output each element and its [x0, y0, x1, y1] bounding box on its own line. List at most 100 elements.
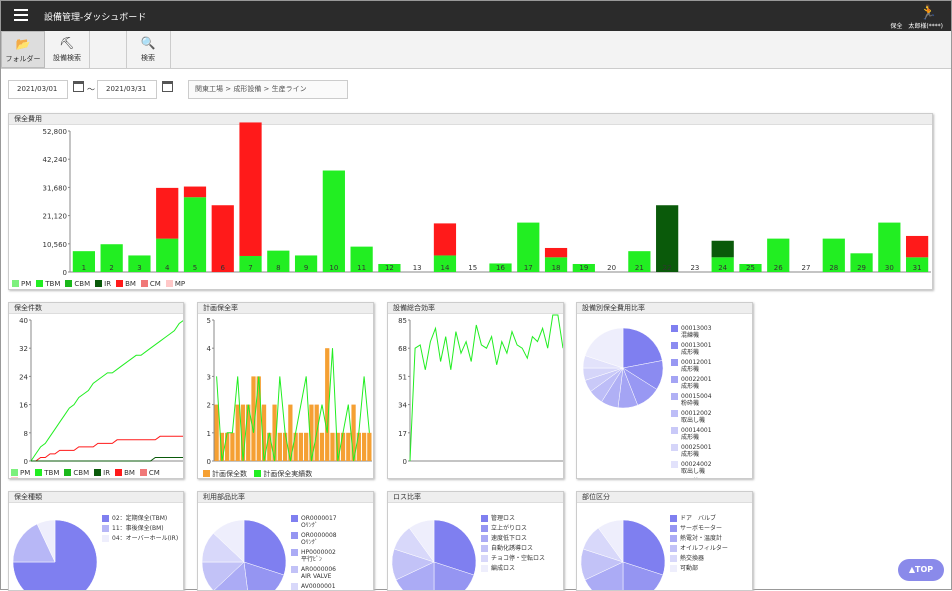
pie-slice [433, 519, 477, 576]
pie-legend-label: AR0000006 [301, 566, 336, 573]
parts-pie [201, 519, 287, 590]
pie-slice [408, 519, 435, 563]
types-panel: 保全種類 02：定期保全(TBM) 11：事後保全(BM) 04：オーバーホール(I… [8, 491, 184, 591]
bar-tbm [711, 257, 734, 272]
y-tick-label: 16 [19, 402, 28, 410]
pie-slice [213, 561, 248, 590]
x-tick-label: 27 [802, 264, 811, 272]
y-tick-label: 85 [398, 317, 407, 325]
legend-item: CM [139, 469, 160, 477]
pie-legend-item: 管理ロス [481, 515, 545, 522]
pie-slice [622, 519, 666, 576]
pie-slice [395, 561, 435, 590]
x-tick-label: 19 [579, 264, 588, 272]
y-tick-label: 68 [398, 345, 407, 353]
bar-tbm [294, 255, 318, 272]
x-tick-label: 18 [552, 264, 561, 272]
y-tick-label: 31,680 [43, 184, 68, 192]
bar-bm [156, 187, 179, 239]
machine-icon: ⛏ [59, 36, 75, 50]
bar-tbm [156, 238, 179, 272]
legend-item: 計画保全数 [203, 469, 247, 478]
equipment-search-label: 設備検索 [53, 54, 81, 62]
calendar-icon[interactable] [162, 81, 173, 92]
pie-legend-label: 成形機 [681, 349, 700, 356]
x-tick-label: 31 [913, 264, 922, 272]
scroll-top-button[interactable]: ▲TOP [898, 559, 944, 581]
person-running-icon[interactable]: 🏃 [919, 5, 937, 21]
legend-item: IR [94, 469, 110, 477]
loss-title: ロス比率 [388, 492, 563, 503]
legend-label: CBM [74, 280, 91, 288]
legend-label: MP [20, 477, 30, 478]
pie-legend-item: 立上がりロス [481, 525, 545, 532]
legend-item: CBM [64, 469, 89, 477]
bar-plan [272, 404, 277, 461]
user-name[interactable]: 保全 太郎様(****) [890, 23, 943, 30]
pie-legend-label: 熱電対・温度計 [680, 535, 723, 542]
x-tick-label: 30 [885, 264, 894, 272]
pie-legend-item: 00013001 成形機 [671, 342, 712, 356]
cost-ratio-panel: 設備別保全費用比率 00013003 混練機 00013001 成形機 00012001… [576, 302, 753, 479]
equipment-search-button[interactable]: ⛏ 設備検索 [45, 31, 89, 68]
area-legend: ドア バルブ サーボモーター 熱電対・温度計 オイルフィルター 熱交換器 可動部 [670, 515, 728, 575]
x-tick-label: 17 [524, 264, 533, 272]
pie-legend-item: 02：定期保全(TBM) [102, 515, 178, 522]
bar-plan [346, 432, 351, 461]
bar-tbm [183, 197, 207, 272]
pie-legend-item: 00015004 粉砕機 [671, 393, 712, 407]
legend-item: TBM [36, 280, 60, 288]
line-efficiency [409, 314, 563, 462]
legend-item: BM [116, 280, 136, 288]
bar-plan [256, 376, 261, 461]
bar-plan [267, 432, 272, 461]
breadcrumb[interactable]: 関東工場 > 成形設備 > 生産ライン [188, 80, 348, 99]
bar-ir [656, 205, 679, 272]
pie-slice [584, 561, 624, 590]
search-icon: 🔍 [140, 36, 156, 50]
legend-item: 計画保全実績数 [254, 469, 313, 478]
legend-item: MP [11, 477, 30, 478]
pie-legend-item: 可動部 [670, 565, 728, 572]
pie-legend-label: 混練機 [681, 332, 700, 339]
loss-panel: ロス比率 管理ロス 立上がりロス 速度低下ロス 自動化誘導ロス チョコ停・空転ロス 編成ロ… [387, 491, 564, 591]
bar-plan [319, 432, 325, 461]
bar-tbm [767, 238, 790, 272]
x-tick-label: 24 [718, 264, 727, 272]
count-line-chart: 0 8 16 24 32 40 [19, 317, 183, 466]
y-tick-label: 21,120 [43, 213, 68, 221]
bar-plan [288, 404, 293, 461]
y-tick-label: 17 [398, 430, 407, 438]
bar-plan [219, 432, 225, 461]
pie-legend-item: AV0000001ｴｱﾊﾞﾙﾌﾞ [291, 583, 337, 590]
bar-plan [225, 432, 230, 461]
toolbar: 📂 フォルダー ⛏ 設備検索 🔍 検索 [1, 31, 951, 69]
y-tick-label: 34 [398, 402, 407, 410]
pie-legend-label: 00013003 [681, 325, 712, 332]
count-legend: PM TBM CBM IR BM CM MP [11, 469, 183, 478]
pie-legend-item: HP0000002 平行ﾋﾟﾝ [291, 549, 337, 563]
pie-legend-item: オイルフィルター [670, 545, 728, 552]
hamburger-menu-icon[interactable] [14, 9, 28, 21]
x-tick-label: 7 [248, 264, 252, 272]
legend-item: IR [95, 280, 111, 288]
search-button[interactable]: 🔍 検索 [126, 31, 170, 68]
pie-legend-label: 11：事後保全(BM) [112, 525, 164, 532]
bar-tbm [350, 246, 373, 272]
pie-legend-label: 可動部 [680, 565, 699, 572]
pie-slice [213, 519, 245, 563]
pie-legend-label: 粉砕機 [681, 400, 700, 407]
folder-icon: 📂 [15, 37, 31, 51]
loss-legend: 管理ロス 立上がりロス 速度低下ロス 自動化誘導ロス チョコ停・空転ロス 編成ロス [481, 515, 545, 575]
date-to-input[interactable]: 2021/03/31 [97, 80, 157, 99]
folder-button[interactable]: 📂 フォルダー [1, 31, 45, 68]
bar-plan [235, 404, 240, 461]
x-tick-label: 23 [690, 264, 699, 272]
bar-plan [361, 432, 367, 461]
y-tick-label: 52,800 [43, 128, 68, 136]
date-from-input[interactable]: 2021/03/01 [8, 80, 68, 99]
legend-label: 計画保全実績数 [263, 470, 313, 478]
x-tick-label: 8 [276, 264, 280, 272]
x-tick-label: 9 [304, 264, 308, 272]
calendar-icon[interactable] [73, 81, 84, 92]
